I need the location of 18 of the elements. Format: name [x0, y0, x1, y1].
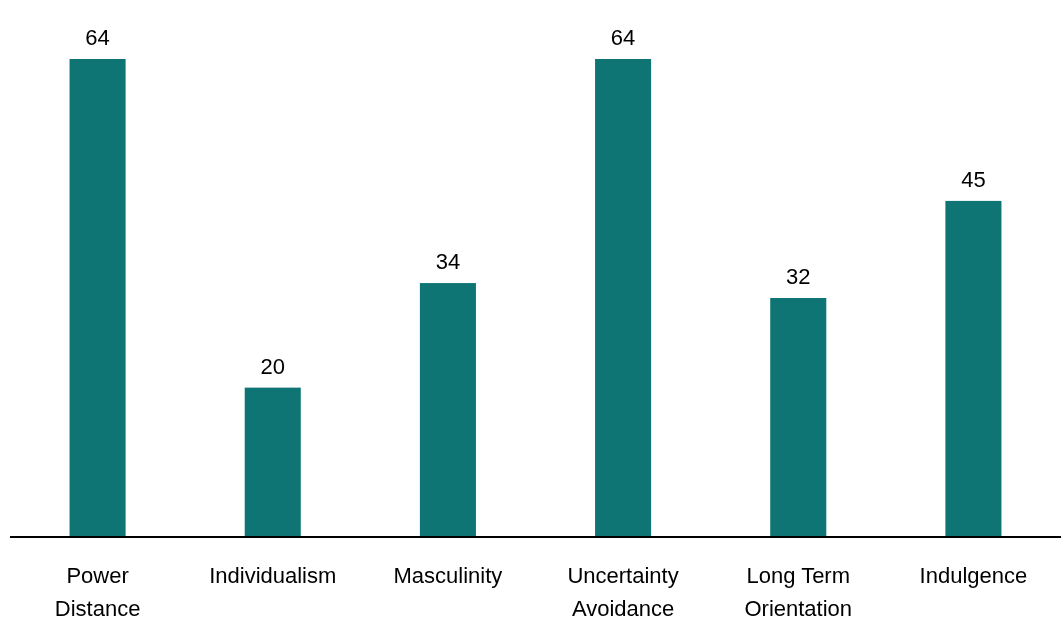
x-tick-label: Masculinity — [393, 563, 503, 588]
data-label: 64 — [85, 25, 110, 50]
data-label: 45 — [961, 166, 986, 192]
x-tick-label: Individualism — [209, 563, 337, 588]
bar — [770, 298, 827, 537]
data-label: 32 — [786, 264, 811, 289]
bar — [945, 200, 1002, 537]
x-tick-label: Long Term Orientation — [744, 563, 853, 619]
bar — [419, 283, 476, 537]
bar — [244, 387, 301, 537]
x-tick-label: Uncertainty Avoidance — [567, 563, 679, 619]
data-label: 34 — [435, 249, 461, 275]
x-tick-label: Indulgence — [919, 563, 1028, 588]
bar — [69, 59, 126, 537]
x-tick-label: Power Distance — [54, 563, 141, 619]
bar — [595, 59, 652, 537]
data-label: 20 — [260, 353, 285, 379]
data-label: 64 — [610, 25, 636, 50]
